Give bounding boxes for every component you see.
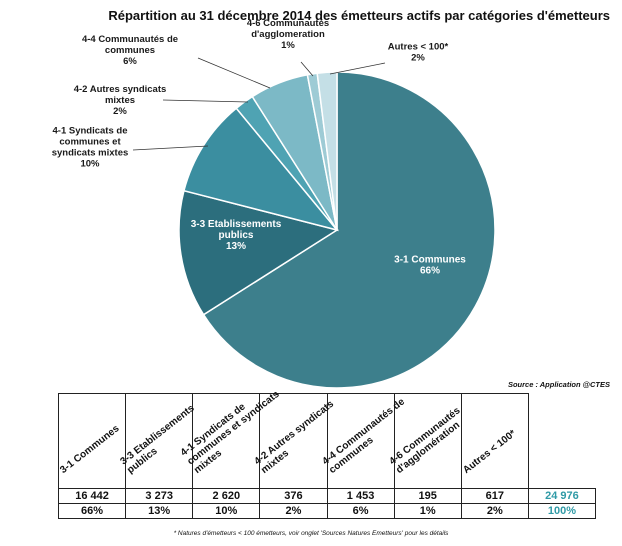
slice-label-line: 4-2 Autres syndicats — [74, 84, 167, 95]
slice-label: Autres < 100* 2% — [388, 42, 449, 64]
table-cell: 2 620 — [192, 488, 261, 504]
table-header-cell: 3-3 Etablissements publics — [119, 393, 197, 489]
table-header-cell: 4-1 Syndicats de communes et syndicats m… — [179, 389, 282, 489]
slice-label-line: 2% — [113, 106, 127, 117]
slice-label-line: 4-6 Communautés — [247, 18, 329, 29]
slice-label-line: 3-3 Etablissements — [191, 219, 282, 230]
slice-label: 4-4 Communautés de communes 6% — [82, 34, 178, 67]
data-table: 3-1 Communes 3-3 Etablissements publics 4-… — [57, 389, 597, 519]
table-header-cell: 3-1 Communes — [57, 393, 127, 489]
label-leader-line — [329, 62, 386, 75]
table-header-cell: Autres < 100* — [460, 393, 529, 489]
slice-label-line: 13% — [226, 241, 246, 252]
pie-chart: 3-1 Communes 66% 3-3 Etablissements publics… — [52, 18, 496, 389]
slice-label-line: 3-1 Communes — [394, 255, 466, 266]
table-cell: 1 453 — [326, 488, 395, 504]
chart-title: Répartition au 31 décembre 2014 des émet… — [108, 8, 610, 23]
table-header-cell: 4-6 Communautés d'agglomération — [387, 393, 462, 489]
slice-label: 4-2 Autres syndicats mixtes 2% — [74, 84, 167, 117]
label-leader-line — [162, 99, 249, 103]
table-cell: 195 — [393, 488, 462, 504]
table-cell: 2% — [460, 503, 529, 519]
table-cell: 6% — [326, 503, 395, 519]
table-cell: 66% — [57, 503, 127, 519]
slice-label-line: syndicats mixtes — [52, 148, 129, 159]
table-cell: 13% — [125, 503, 194, 519]
table-header-blank — [528, 394, 595, 489]
slice-label-line: 4-1 Syndicats de — [53, 126, 128, 137]
slice-label-line: 2% — [411, 53, 425, 64]
table-header-cell: 4-2 Autres syndicats mixtes — [253, 393, 336, 489]
slice-label-line: 4-4 Communautés de — [82, 34, 178, 45]
table-cell: 3 273 — [125, 488, 194, 504]
slice-label: 4-1 Syndicats de communes et syndicats mix… — [52, 126, 129, 170]
table-cell: 1% — [393, 503, 462, 519]
slice-label: 4-6 Communautés d'agglomeration 1% — [247, 18, 329, 51]
source-note: Source : Application @CTES — [507, 380, 610, 389]
table-cell: 10% — [192, 503, 261, 519]
slice-label: 3-1 Communes 66% — [394, 255, 466, 277]
slice-label-line: Autres < 100* — [388, 42, 449, 53]
slice-label-line: d'agglomeration — [251, 29, 325, 40]
slice-label-line: communes et — [59, 137, 121, 148]
slice-label-line: 1% — [281, 40, 295, 51]
table-cell: 2% — [259, 503, 328, 519]
header-row: 3-1 Communes 3-3 Etablissements publics 4-… — [57, 389, 596, 489]
slice-label: 3-3 Etablissements publics 13% — [191, 219, 282, 252]
slice-label-line: 66% — [420, 266, 440, 277]
slice-label-line: 10% — [80, 159, 100, 170]
slice-label-line: mixtes — [105, 95, 135, 106]
slice-label-line: publics — [218, 230, 253, 241]
table-cell: 24 976 — [527, 488, 597, 504]
slice-label-line: 6% — [123, 56, 137, 67]
footnote: * Natures d'émetteurs < 100 émetteurs, v… — [173, 530, 449, 537]
percent-row: 66% 13% 10% 2% 6% 1% 2% 100% — [57, 503, 597, 519]
table-cell: 376 — [259, 488, 328, 504]
label-leader-line — [132, 145, 209, 151]
pie-slice — [316, 71, 338, 231]
pie-slice — [202, 71, 496, 389]
pie-slice — [178, 189, 339, 316]
table-cell: 617 — [460, 488, 529, 504]
label-leader-line — [197, 57, 271, 89]
label-leader-line — [300, 61, 314, 77]
count-row: 16 442 3 273 2 620 376 1 453 195 617 24 976 — [57, 488, 597, 504]
table-cell: 16 442 — [57, 488, 127, 504]
pie-slice — [183, 107, 340, 232]
table-header-cell: 4-4 Communautés de communes — [320, 393, 406, 489]
table-cell: 100% — [527, 503, 597, 519]
slice-label-line: communes — [105, 45, 155, 56]
